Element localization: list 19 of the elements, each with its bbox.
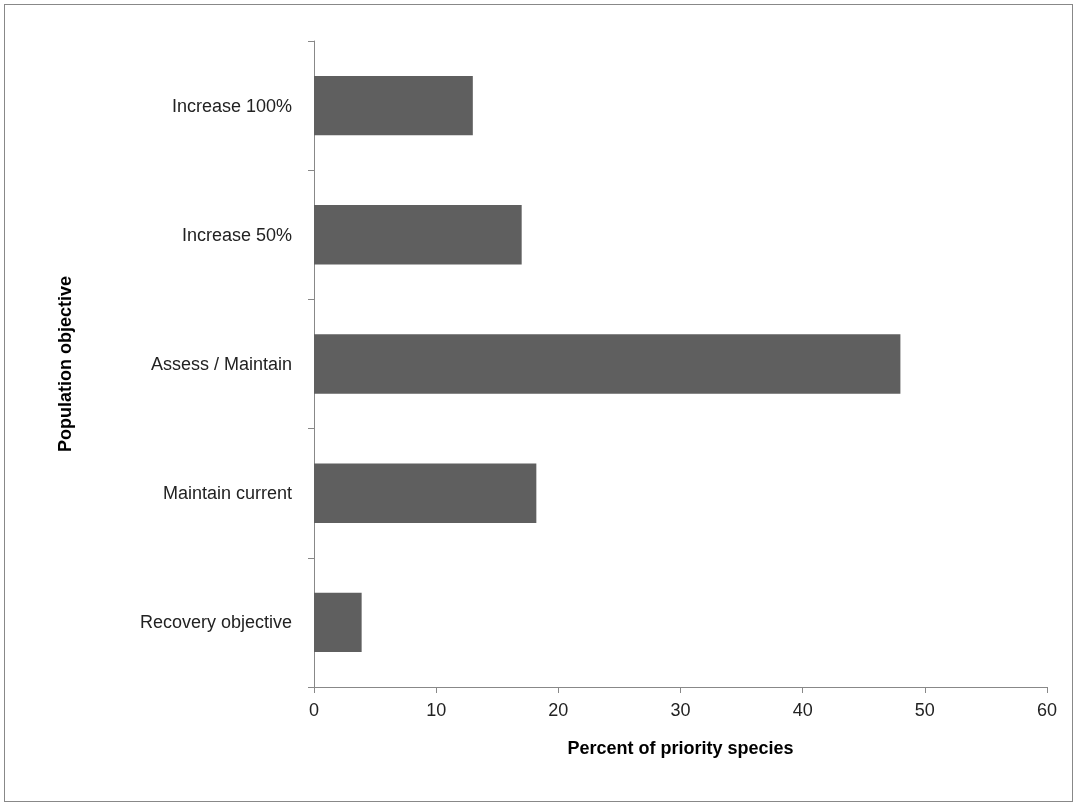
bar — [314, 205, 522, 265]
y-tick-label: Maintain current — [162, 483, 292, 504]
y-axis-title: Population objective — [55, 275, 75, 453]
x-tick-label: 60 — [1036, 700, 1058, 720]
bar — [314, 75, 473, 136]
y-tick-label: Recovery objective — [139, 612, 292, 633]
x-tick-label: 50 — [914, 700, 935, 720]
x-axis-title: Percent of priority species — [567, 738, 794, 758]
x-tick-label: 20 — [548, 700, 569, 720]
x-tick-label: 10 — [426, 700, 447, 720]
bar — [314, 463, 537, 523]
bar — [314, 592, 362, 653]
bar — [314, 334, 901, 394]
y-tick-label: Assess / Maintain — [150, 354, 292, 374]
x-tick-label: 40 — [792, 700, 813, 720]
x-tick-label: 0 — [308, 700, 320, 720]
y-tick-label: Increase 50% — [181, 224, 292, 245]
x-tick-label: 30 — [670, 700, 691, 720]
y-tick-label: Increase 100% — [171, 95, 292, 116]
